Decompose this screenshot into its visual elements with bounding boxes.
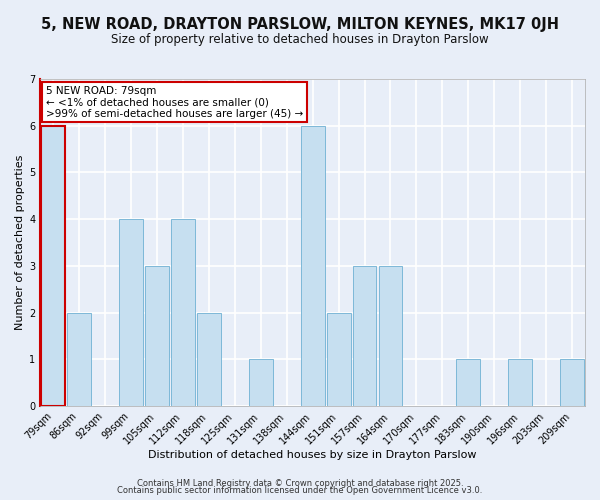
Bar <box>171 219 195 406</box>
Bar <box>457 360 480 406</box>
Text: 5, NEW ROAD, DRAYTON PARSLOW, MILTON KEYNES, MK17 0JH: 5, NEW ROAD, DRAYTON PARSLOW, MILTON KEY… <box>41 18 559 32</box>
Bar <box>41 126 65 406</box>
Bar <box>197 312 221 406</box>
Bar <box>353 266 376 406</box>
Bar <box>145 266 169 406</box>
Bar <box>301 126 325 406</box>
Bar <box>119 219 143 406</box>
Text: Size of property relative to detached houses in Drayton Parslow: Size of property relative to detached ho… <box>111 32 489 46</box>
Bar <box>67 312 91 406</box>
X-axis label: Distribution of detached houses by size in Drayton Parslow: Distribution of detached houses by size … <box>148 450 477 460</box>
Bar <box>379 266 403 406</box>
Bar <box>560 360 584 406</box>
Bar <box>249 360 272 406</box>
Text: Contains HM Land Registry data © Crown copyright and database right 2025.: Contains HM Land Registry data © Crown c… <box>137 478 463 488</box>
Text: 5 NEW ROAD: 79sqm
← <1% of detached houses are smaller (0)
>99% of semi-detached: 5 NEW ROAD: 79sqm ← <1% of detached hous… <box>46 86 303 118</box>
Bar <box>326 312 350 406</box>
Y-axis label: Number of detached properties: Number of detached properties <box>15 155 25 330</box>
Bar <box>508 360 532 406</box>
Text: Contains public sector information licensed under the Open Government Licence v3: Contains public sector information licen… <box>118 486 482 495</box>
